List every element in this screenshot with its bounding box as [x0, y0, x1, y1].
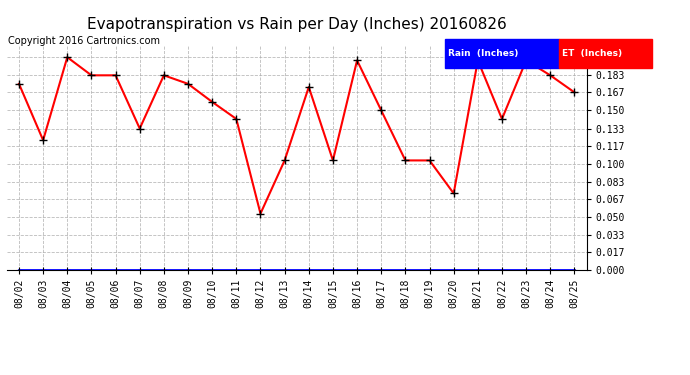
- Text: Rain  (Inches): Rain (Inches): [448, 49, 518, 58]
- Text: Copyright 2016 Cartronics.com: Copyright 2016 Cartronics.com: [8, 36, 160, 46]
- Text: Evapotranspiration vs Rain per Day (Inches) 20160826: Evapotranspiration vs Rain per Day (Inch…: [87, 17, 506, 32]
- Text: ET  (Inches): ET (Inches): [562, 49, 622, 58]
